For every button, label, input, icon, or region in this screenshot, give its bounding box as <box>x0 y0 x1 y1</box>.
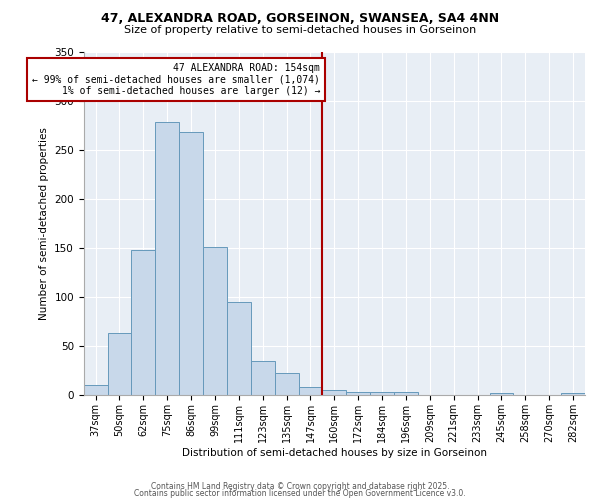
Bar <box>251 360 275 395</box>
Bar <box>275 374 299 395</box>
Bar <box>394 392 418 395</box>
Text: 47, ALEXANDRA ROAD, GORSEINON, SWANSEA, SA4 4NN: 47, ALEXANDRA ROAD, GORSEINON, SWANSEA, … <box>101 12 499 26</box>
Bar <box>107 333 131 395</box>
Bar <box>203 247 227 395</box>
Text: Contains public sector information licensed under the Open Government Licence v3: Contains public sector information licen… <box>134 488 466 498</box>
X-axis label: Distribution of semi-detached houses by size in Gorseinon: Distribution of semi-detached houses by … <box>182 448 487 458</box>
Bar <box>322 390 346 395</box>
Bar <box>370 392 394 395</box>
Bar <box>299 387 322 395</box>
Bar <box>179 132 203 395</box>
Bar <box>83 385 107 395</box>
Bar <box>490 393 514 395</box>
Bar <box>227 302 251 395</box>
Text: 47 ALEXANDRA ROAD: 154sqm
← 99% of semi-detached houses are smaller (1,074)
1% o: 47 ALEXANDRA ROAD: 154sqm ← 99% of semi-… <box>32 64 320 96</box>
Text: Contains HM Land Registry data © Crown copyright and database right 2025.: Contains HM Land Registry data © Crown c… <box>151 482 449 491</box>
Bar <box>346 392 370 395</box>
Bar <box>155 122 179 395</box>
Bar <box>131 250 155 395</box>
Bar <box>561 393 585 395</box>
Text: Size of property relative to semi-detached houses in Gorseinon: Size of property relative to semi-detach… <box>124 25 476 35</box>
Y-axis label: Number of semi-detached properties: Number of semi-detached properties <box>38 127 49 320</box>
